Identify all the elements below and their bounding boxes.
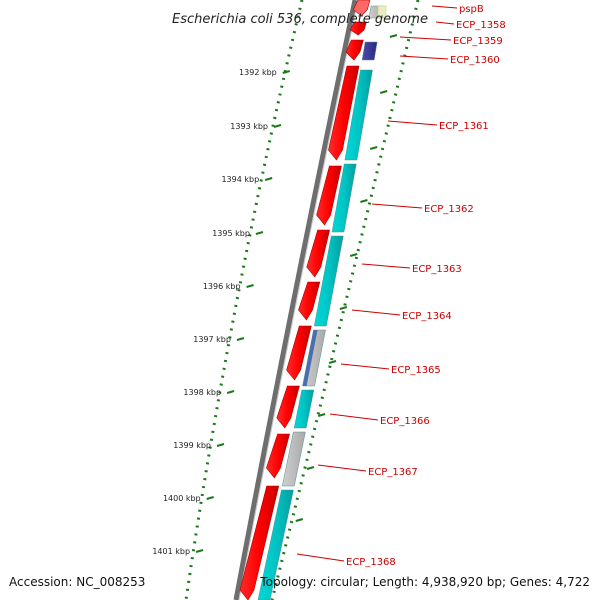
tick-mark <box>236 337 245 341</box>
tick-mark <box>246 284 254 288</box>
tick-label: 1397 kbp <box>193 335 231 344</box>
gene-leader-line <box>340 363 390 370</box>
gene-label: ECP_1360 <box>450 55 500 66</box>
forward-gene-arrow <box>286 325 312 381</box>
gene-leader-line <box>387 120 438 126</box>
gene-leader-line <box>317 464 367 472</box>
gene-label: ECP_1367 <box>368 467 418 478</box>
gene-label: ECP_1365 <box>391 365 441 376</box>
tick-mark <box>282 70 291 74</box>
gene-label: ECP_1362 <box>424 204 474 215</box>
tick-label: 1394 kbp <box>221 175 259 184</box>
reverse-gene-block <box>302 330 318 386</box>
gene-leader-line <box>329 413 379 421</box>
gene-label: ECP_1368 <box>346 557 396 568</box>
tick-label: 1401 kbp <box>152 547 190 556</box>
tick-label: 1400 kbp <box>163 494 201 503</box>
gene-leader-line <box>431 5 458 9</box>
forward-gene-arrow <box>266 433 290 479</box>
inner-tick-mark <box>306 466 315 470</box>
reverse-gene-block <box>331 163 357 233</box>
reverse-gene-block <box>314 235 344 327</box>
topology-text: Topology: circular; Length: 4,938,920 bp… <box>259 575 590 589</box>
tick-label: 1396 kbp <box>203 282 241 291</box>
gene-label: ECP_1361 <box>439 121 489 132</box>
inner-tick-mark <box>369 146 378 150</box>
gene-leader-line <box>435 21 455 25</box>
tick-label: 1393 kbp <box>230 122 268 131</box>
reverse-gene-block <box>377 5 387 19</box>
reverse-gene-block <box>257 489 294 600</box>
tick-mark <box>273 124 282 128</box>
tick-mark <box>264 177 273 181</box>
gene-leader-line <box>399 36 452 41</box>
gene-labels: pspB ECP_1358 ECP_1359 ECP_1360 ECP_1361 ECP_… <box>296 4 506 568</box>
forward-gene-arrow <box>239 485 280 600</box>
tick-mark <box>216 443 225 447</box>
tick-label: 1395 kbp <box>212 229 250 238</box>
tick-mark <box>206 496 214 500</box>
tick-mark <box>255 231 264 235</box>
gene-leader-line <box>351 309 401 316</box>
gene-leader-line <box>371 203 423 209</box>
inner-tick-mark <box>349 253 358 257</box>
tick-label: 1398 kbp <box>183 388 221 397</box>
inner-tick-mark <box>360 199 368 203</box>
forward-gene-arrow <box>345 39 364 61</box>
tick-mark <box>195 549 204 553</box>
backbone-ring-highlight <box>238 0 359 600</box>
forward-gene-arrow <box>328 65 360 161</box>
forward-gene-arrow <box>298 281 321 321</box>
forward-gene-arrow <box>276 385 300 429</box>
forward-gene-arrow <box>316 165 342 226</box>
tick-mark <box>226 390 235 394</box>
inner-tick-mark <box>317 413 326 417</box>
tick-label: 1392 kbp <box>239 68 277 77</box>
map-title: Escherichia coli 536, complete genome <box>172 12 428 27</box>
forward-strand-genes <box>239 0 371 600</box>
forward-gene-arrow <box>352 0 371 17</box>
forward-gene-arrow <box>349 21 367 36</box>
inner-tick-mark <box>295 518 304 522</box>
reverse-gene-block <box>281 431 306 487</box>
gene-label: pspB <box>459 4 484 15</box>
reverse-gene-block <box>293 389 315 429</box>
gene-leader-line <box>399 55 449 60</box>
tick-label: 1399 kbp <box>173 441 211 450</box>
gene-leader-line <box>296 553 345 562</box>
accession-text: Accession: NC_008253 <box>9 575 145 589</box>
inner-tick-mark <box>339 306 348 310</box>
inner-tick-mark <box>379 90 388 94</box>
backbone-ring <box>233 0 358 600</box>
reverse-strand-genes <box>257 5 387 600</box>
forward-gene-arrow <box>306 229 331 278</box>
gene-label: ECP_1366 <box>380 416 430 427</box>
inner-tick-mark <box>328 360 337 364</box>
tick-marks: 1392 kbp 1393 kbp 1394 kbp 1395 kbp 1396 kbp… <box>152 34 398 556</box>
reverse-gene-block <box>361 41 378 61</box>
gene-label: ECP_1359 <box>453 36 503 47</box>
gene-label: ECP_1364 <box>402 311 452 322</box>
reverse-gene-block <box>344 69 373 161</box>
inner-tick-mark <box>389 34 398 38</box>
gene-label: ECP_1358 <box>456 20 506 31</box>
gene-leader-line <box>361 263 411 269</box>
gene-label: ECP_1363 <box>412 264 462 275</box>
